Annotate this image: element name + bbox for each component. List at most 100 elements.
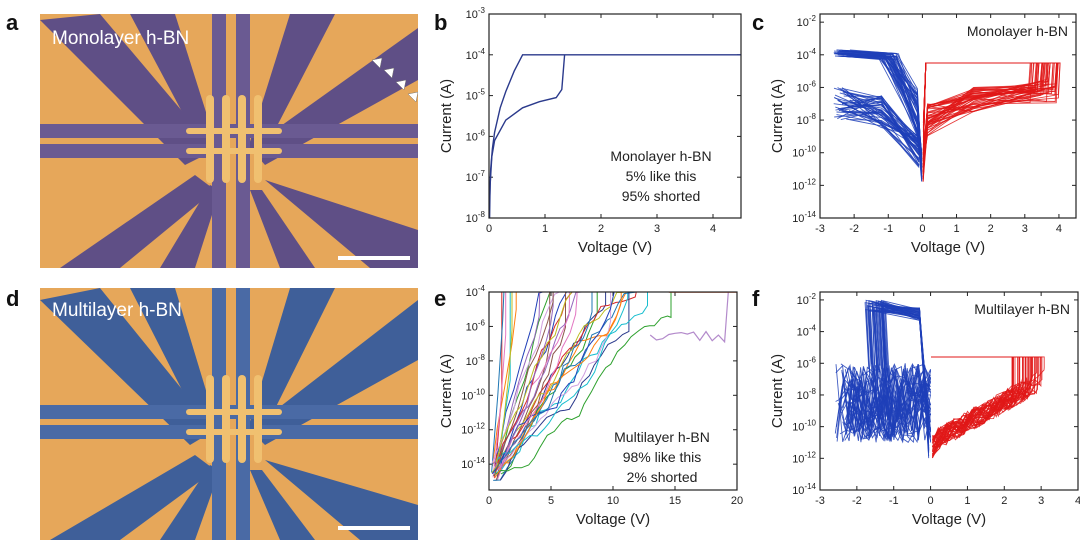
negative-sweep-line	[846, 51, 923, 179]
y-tick-label: 10-8	[466, 353, 486, 368]
x-tick-label: 4	[710, 223, 716, 235]
x-tick-label: 0	[486, 495, 492, 507]
scale-bar	[338, 256, 410, 260]
sweep-line	[491, 292, 737, 473]
x-tick-label: 0	[486, 223, 492, 235]
panel-label-c: c	[752, 10, 764, 35]
y-tick-label: 10-14	[461, 456, 485, 471]
chart-e: 0 5 10 15 20 10-14 10-12 10-10 10-8 10-6 10-4 Volta…	[438, 284, 743, 528]
x-axis-label: Voltage (V)	[912, 511, 986, 528]
y-tick-label: 10-4	[466, 47, 486, 62]
positive-sweep-line	[922, 62, 1054, 166]
annotation-line: Monolayer h-BN	[610, 148, 711, 164]
sweep-line	[500, 292, 737, 469]
x-axis-label: Voltage (V)	[576, 511, 650, 528]
x-tick-label: 2	[598, 223, 604, 235]
plot-frame	[488, 291, 738, 491]
sweep-line	[495, 292, 737, 463]
sweep-line	[492, 292, 737, 467]
positive-sweep-line	[931, 356, 1042, 455]
x-tick-label: 20	[731, 495, 743, 507]
y-tick-label: 10-12	[792, 450, 816, 465]
y-tick-label: 10-12	[461, 422, 485, 437]
panel-label-d: d	[6, 286, 19, 311]
series-group	[834, 299, 1045, 459]
sweep-line	[492, 292, 737, 478]
x-tick-label: 3	[654, 223, 660, 235]
annotation-line: 2% shorted	[627, 469, 698, 485]
sweep-line	[498, 292, 737, 471]
sweep-line	[493, 292, 737, 481]
y-axis-label: Current (A)	[438, 354, 455, 428]
y-tick-label: 10-6	[466, 128, 486, 143]
y-tick-label: 10-5	[466, 88, 486, 103]
y-axis-label: Current (A)	[769, 354, 786, 428]
panel-label-e: e	[434, 286, 446, 311]
plot-frame	[819, 13, 1077, 219]
positive-sweep-line	[931, 356, 1023, 444]
sweep-line	[496, 292, 737, 467]
plot-frame	[819, 291, 1079, 491]
plot-frame	[488, 13, 742, 219]
annotation-line: 5% like this	[626, 168, 697, 184]
series-line-forward	[488, 54, 741, 202]
positive-sweep-line	[922, 62, 1046, 181]
y-tick-label: 10-6	[797, 355, 817, 370]
series-line-sweep-back	[488, 54, 566, 219]
panel-label-f: f	[752, 286, 760, 311]
y-tick-label: 10-4	[797, 324, 817, 339]
legend-label: Multilayer h-BN	[974, 301, 1070, 317]
x-tick-label: 1	[542, 223, 548, 235]
annotation-line: 95% shorted	[622, 188, 701, 204]
y-tick-label: 10-6	[797, 79, 817, 94]
x-tick-label: 1	[953, 223, 959, 235]
sweep-line	[493, 292, 737, 477]
y-tick-label: 10-8	[797, 387, 817, 402]
x-tick-label: -3	[815, 223, 825, 235]
x-axis-label: Voltage (V)	[911, 239, 985, 256]
x-tick-label: -1	[889, 495, 899, 507]
x-tick-label: 4	[1056, 223, 1062, 235]
micrograph-multilayer: d Multilayer h-BN	[6, 286, 418, 540]
chart-b: 0 1 2 3 4 10-8 10-7 10-6 10-5 10-4 10-3 Voltage (V)…	[438, 6, 742, 256]
chart-c: -3 -2 -1 0 1 2 3 4 10-14 10-12 10-10 10-8 10-6 10-4 10…	[769, 13, 1077, 256]
annotation-line: Multilayer h-BN	[614, 429, 710, 445]
sweep-line	[494, 292, 737, 478]
x-tick-label: 0	[919, 223, 925, 235]
y-axis-label: Current (A)	[769, 79, 786, 153]
x-tick-label: 3	[1038, 495, 1044, 507]
sweep-line	[493, 292, 737, 476]
x-tick-label: 2	[988, 223, 994, 235]
positive-sweep-line	[922, 62, 1049, 174]
sweep-line	[495, 292, 737, 471]
x-tick-label: 10	[607, 495, 619, 507]
y-tick-label: 10-6	[466, 318, 486, 333]
scale-bar	[338, 526, 410, 530]
x-tick-label: -2	[852, 495, 862, 507]
positive-sweep-line	[931, 356, 1027, 442]
x-tick-label: 2	[1001, 495, 1007, 507]
y-tick-label: 10-10	[792, 419, 816, 434]
x-tick-label: 0	[928, 495, 934, 507]
x-tick-label: -2	[849, 223, 859, 235]
y-tick-label: 10-7	[466, 169, 486, 184]
chart-f: -3 -2 -1 0 1 2 3 4 10-14 10-12 10-10 10-8 10-6 10-4 10…	[769, 291, 1080, 528]
series-group	[833, 49, 1061, 182]
y-tick-label: 10-14	[792, 210, 816, 225]
legend-label: Monolayer h-BN	[967, 23, 1068, 39]
y-tick-label: 10-2	[797, 14, 817, 29]
positive-sweep-line	[922, 62, 1046, 175]
sweep-line	[495, 292, 737, 462]
sweep-line	[492, 292, 737, 465]
negative-sweep-line	[843, 52, 923, 173]
sweep-line	[499, 292, 737, 481]
x-axis-label: Voltage (V)	[578, 239, 652, 256]
x-tick-label: 15	[669, 495, 681, 507]
micrograph-title-d: Multilayer h-BN	[52, 300, 182, 321]
y-tick-label: 10-4	[466, 284, 486, 299]
annotation-line: 98% like this	[623, 449, 702, 465]
x-tick-label: 5	[548, 495, 554, 507]
x-tick-label: -1	[883, 223, 893, 235]
y-tick-label: 10-10	[461, 387, 485, 402]
sweep-line	[493, 292, 737, 474]
